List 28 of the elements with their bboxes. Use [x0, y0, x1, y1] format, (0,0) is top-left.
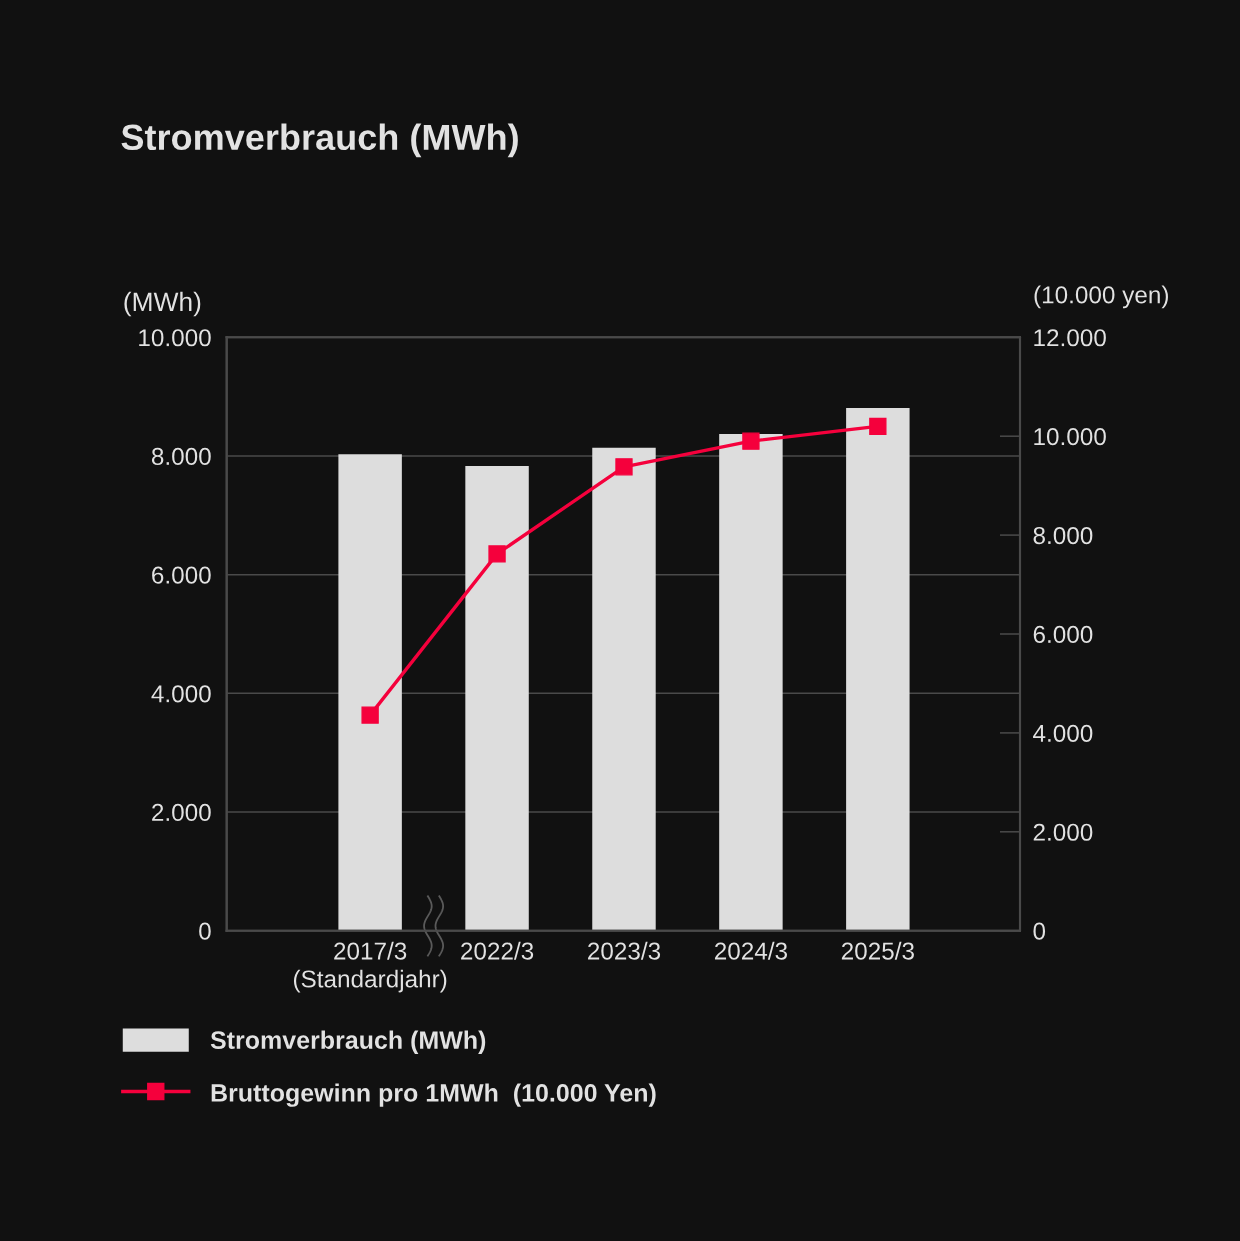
- legend-label: Bruttogewinn pro 1MWh (10.000 Yen): [211, 1083, 656, 1107]
- x-tick-label: 2024/3: [714, 941, 788, 960]
- y2-tick-label: 2.000: [1033, 823, 1093, 841]
- y2-axis-title: (10.000 yen): [1034, 285, 1168, 309]
- y2-tick-label: 6.000: [1033, 625, 1093, 644]
- x-tick-label: 2025/3: [841, 941, 914, 960]
- point: [488, 545, 506, 563]
- point: [742, 432, 760, 450]
- y2-tick-label: 4.000: [1033, 724, 1093, 742]
- chart-title: Stromverbrauch (MWh): [121, 123, 518, 158]
- y2-tick-label: 0: [1033, 922, 1046, 940]
- y-tick-label: 0: [199, 922, 211, 940]
- y-tick-label: 2.000: [152, 803, 211, 822]
- legend-label: Stromverbrauch (MWh): [210, 1030, 486, 1054]
- y2-tick-label: 8.000: [1033, 526, 1093, 545]
- point: [615, 458, 633, 476]
- x-tick-label: 2017/3 (Standardjahr): [293, 941, 447, 993]
- y-tick-label: 4.000: [151, 685, 211, 703]
- point: [361, 706, 379, 724]
- y-tick-label: 10.000: [139, 329, 211, 347]
- y-tick-label: 6.000: [152, 566, 211, 584]
- y2-tick-label: 12.000: [1034, 329, 1106, 347]
- x-tick-label: 2022/3: [461, 941, 534, 960]
- y2-tick-label: 10.000: [1034, 428, 1106, 446]
- y-axis-title: (MWh): [124, 291, 201, 317]
- y-tick-label: 8.000: [151, 447, 211, 466]
- point: [869, 417, 887, 435]
- x-tick-label: 2023/3: [588, 941, 661, 960]
